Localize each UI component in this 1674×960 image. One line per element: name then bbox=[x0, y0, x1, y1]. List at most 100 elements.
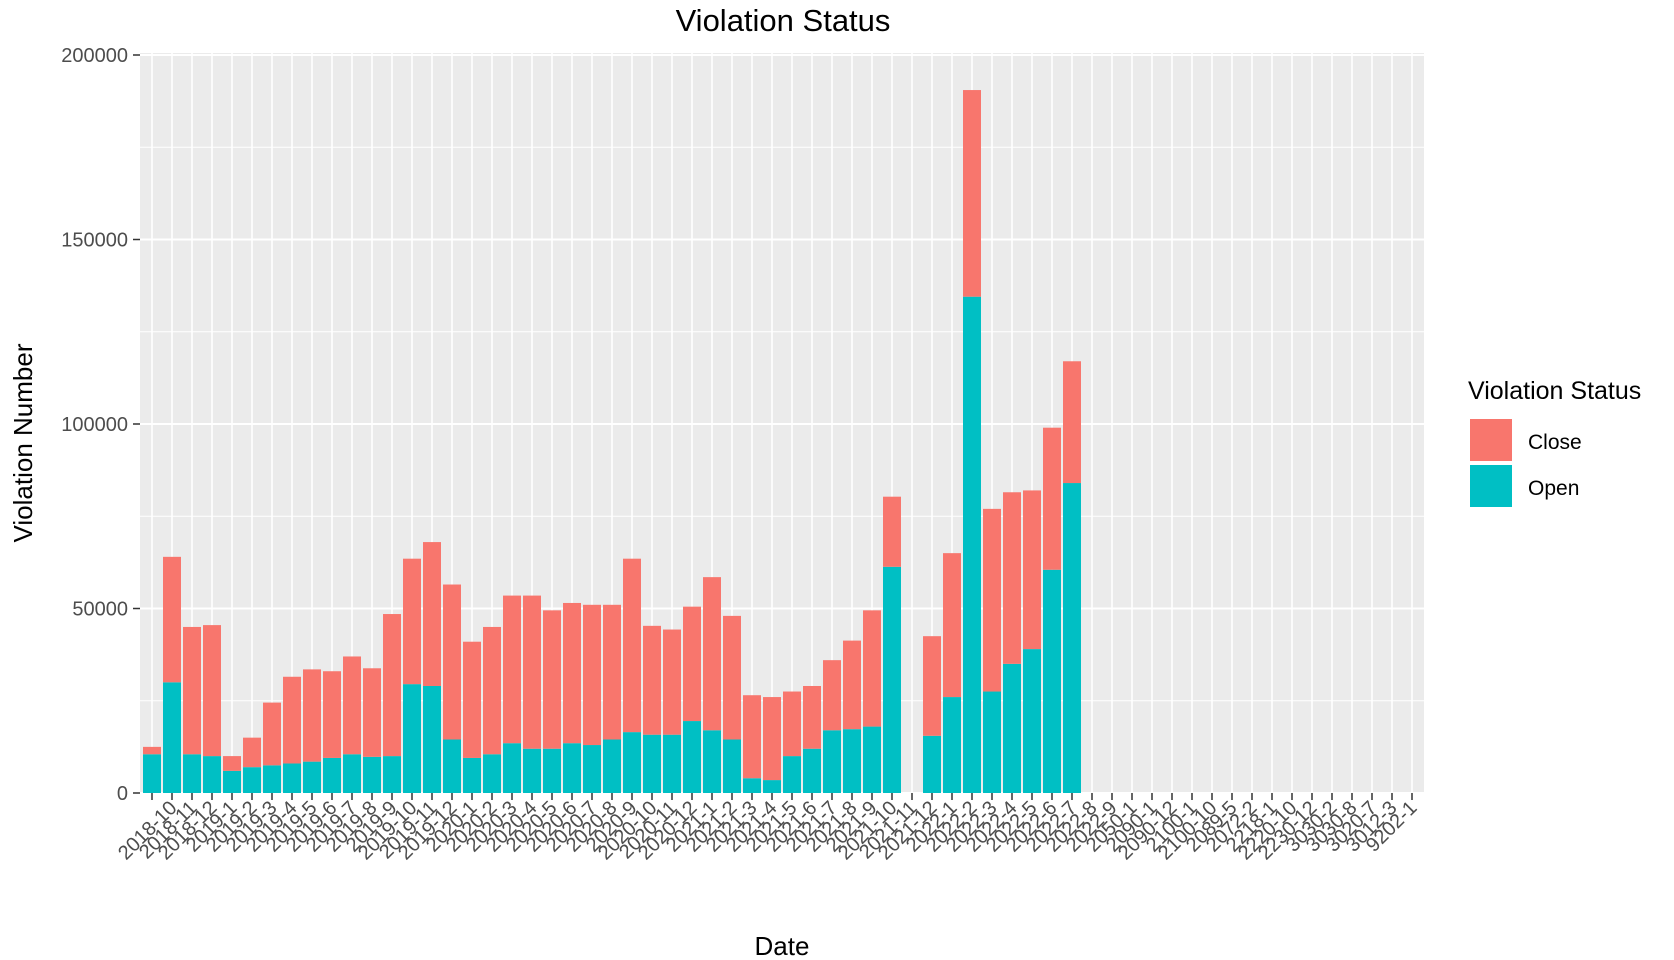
bar-open bbox=[503, 743, 521, 793]
bar-open bbox=[483, 754, 501, 793]
bar-close bbox=[363, 668, 381, 757]
x-axis: 2018-102018-112018-122019-12019-22019-32… bbox=[114, 793, 1422, 864]
bar-open bbox=[743, 778, 761, 793]
bar-close bbox=[783, 691, 801, 757]
bar-close bbox=[563, 602, 581, 744]
bar-close bbox=[743, 695, 761, 779]
bar-close bbox=[843, 640, 861, 730]
bar-open bbox=[443, 739, 461, 793]
bar-open bbox=[463, 757, 481, 793]
bar-close bbox=[203, 625, 221, 757]
bar-open bbox=[943, 697, 961, 793]
legend-label-close: Close bbox=[1528, 431, 1582, 454]
bar-open bbox=[603, 739, 621, 793]
bar-open bbox=[583, 745, 601, 793]
bar-close bbox=[463, 641, 481, 758]
bar-open bbox=[823, 730, 841, 793]
bar-close bbox=[723, 615, 741, 740]
bar-open bbox=[703, 730, 721, 793]
bar-open bbox=[983, 691, 1001, 793]
y-tick-label: 200000 bbox=[61, 45, 128, 67]
bar-close bbox=[143, 746, 161, 755]
bar-close bbox=[803, 685, 821, 749]
bar-close bbox=[1063, 361, 1081, 484]
bar-close bbox=[423, 542, 441, 686]
bar-open bbox=[183, 754, 201, 793]
bar-close bbox=[823, 660, 841, 731]
bar-close bbox=[223, 756, 241, 771]
bar-open bbox=[523, 748, 541, 793]
bar-open bbox=[423, 685, 441, 793]
bar-close bbox=[483, 626, 501, 755]
bar-close bbox=[523, 595, 541, 749]
bar-open bbox=[263, 765, 281, 793]
bar-close bbox=[643, 625, 661, 735]
bar-close bbox=[543, 610, 561, 749]
legend-title: Violation Status bbox=[1468, 377, 1641, 405]
bar-close bbox=[403, 558, 421, 685]
bar-close bbox=[943, 553, 961, 698]
legend-key-open bbox=[1470, 465, 1512, 507]
bar-close bbox=[963, 90, 981, 297]
bar-open bbox=[283, 763, 301, 793]
bar-close bbox=[1003, 492, 1021, 664]
bar-close bbox=[923, 636, 941, 736]
bar-close bbox=[503, 595, 521, 744]
bar-open bbox=[923, 735, 941, 793]
y-tick-label: 0 bbox=[117, 783, 128, 805]
bar-open bbox=[883, 566, 901, 793]
bar-open bbox=[843, 729, 861, 793]
bar-open bbox=[143, 754, 161, 793]
bar-open bbox=[343, 754, 361, 793]
legend: Violation Status Close Open bbox=[1468, 377, 1641, 507]
legend-label-open: Open bbox=[1528, 477, 1579, 500]
bar-open bbox=[863, 726, 881, 793]
bar-open bbox=[963, 296, 981, 793]
bar-close bbox=[303, 669, 321, 762]
bar-close bbox=[343, 656, 361, 755]
bar-open bbox=[1023, 649, 1041, 793]
bar-close bbox=[703, 577, 721, 731]
bar-open bbox=[363, 756, 381, 793]
bar-open bbox=[663, 734, 681, 793]
bar-close bbox=[1043, 427, 1061, 570]
bar-open bbox=[1043, 569, 1061, 793]
bar-open bbox=[383, 756, 401, 793]
bar-close bbox=[163, 556, 181, 683]
bar-open bbox=[623, 732, 641, 793]
bars bbox=[143, 90, 1081, 793]
bar-close bbox=[383, 614, 401, 757]
bar-open bbox=[723, 739, 741, 793]
bar-close bbox=[183, 626, 201, 755]
bar-close bbox=[323, 671, 341, 758]
chart-title: Violation Status bbox=[676, 3, 891, 38]
bar-close bbox=[883, 496, 901, 567]
x-axis-title: Date bbox=[755, 931, 810, 960]
bar-close bbox=[623, 558, 641, 733]
bar-open bbox=[563, 743, 581, 793]
bar-open bbox=[243, 767, 261, 793]
bar-open bbox=[303, 761, 321, 793]
bar-open bbox=[403, 684, 421, 793]
bar-close bbox=[1023, 490, 1041, 650]
bar-close bbox=[863, 610, 881, 727]
bar-open bbox=[643, 734, 661, 793]
bar-open bbox=[223, 770, 241, 793]
bar-close bbox=[603, 604, 621, 740]
bar-open bbox=[783, 756, 801, 793]
bar-close bbox=[263, 702, 281, 766]
legend-key-close bbox=[1470, 419, 1512, 461]
y-tick-label: 50000 bbox=[72, 599, 128, 621]
y-axis-title: Violation Number bbox=[8, 343, 38, 542]
bar-close bbox=[983, 508, 1001, 692]
bar-open bbox=[1063, 483, 1081, 793]
bar-open bbox=[543, 748, 561, 793]
bar-close bbox=[583, 604, 601, 746]
y-axis: 0 50000 100000 150000 200000 bbox=[61, 45, 140, 805]
bar-close bbox=[243, 737, 261, 768]
bar-close bbox=[763, 697, 781, 781]
bar-open bbox=[803, 748, 821, 793]
bar-open bbox=[1003, 663, 1021, 793]
bar-open bbox=[203, 756, 221, 793]
